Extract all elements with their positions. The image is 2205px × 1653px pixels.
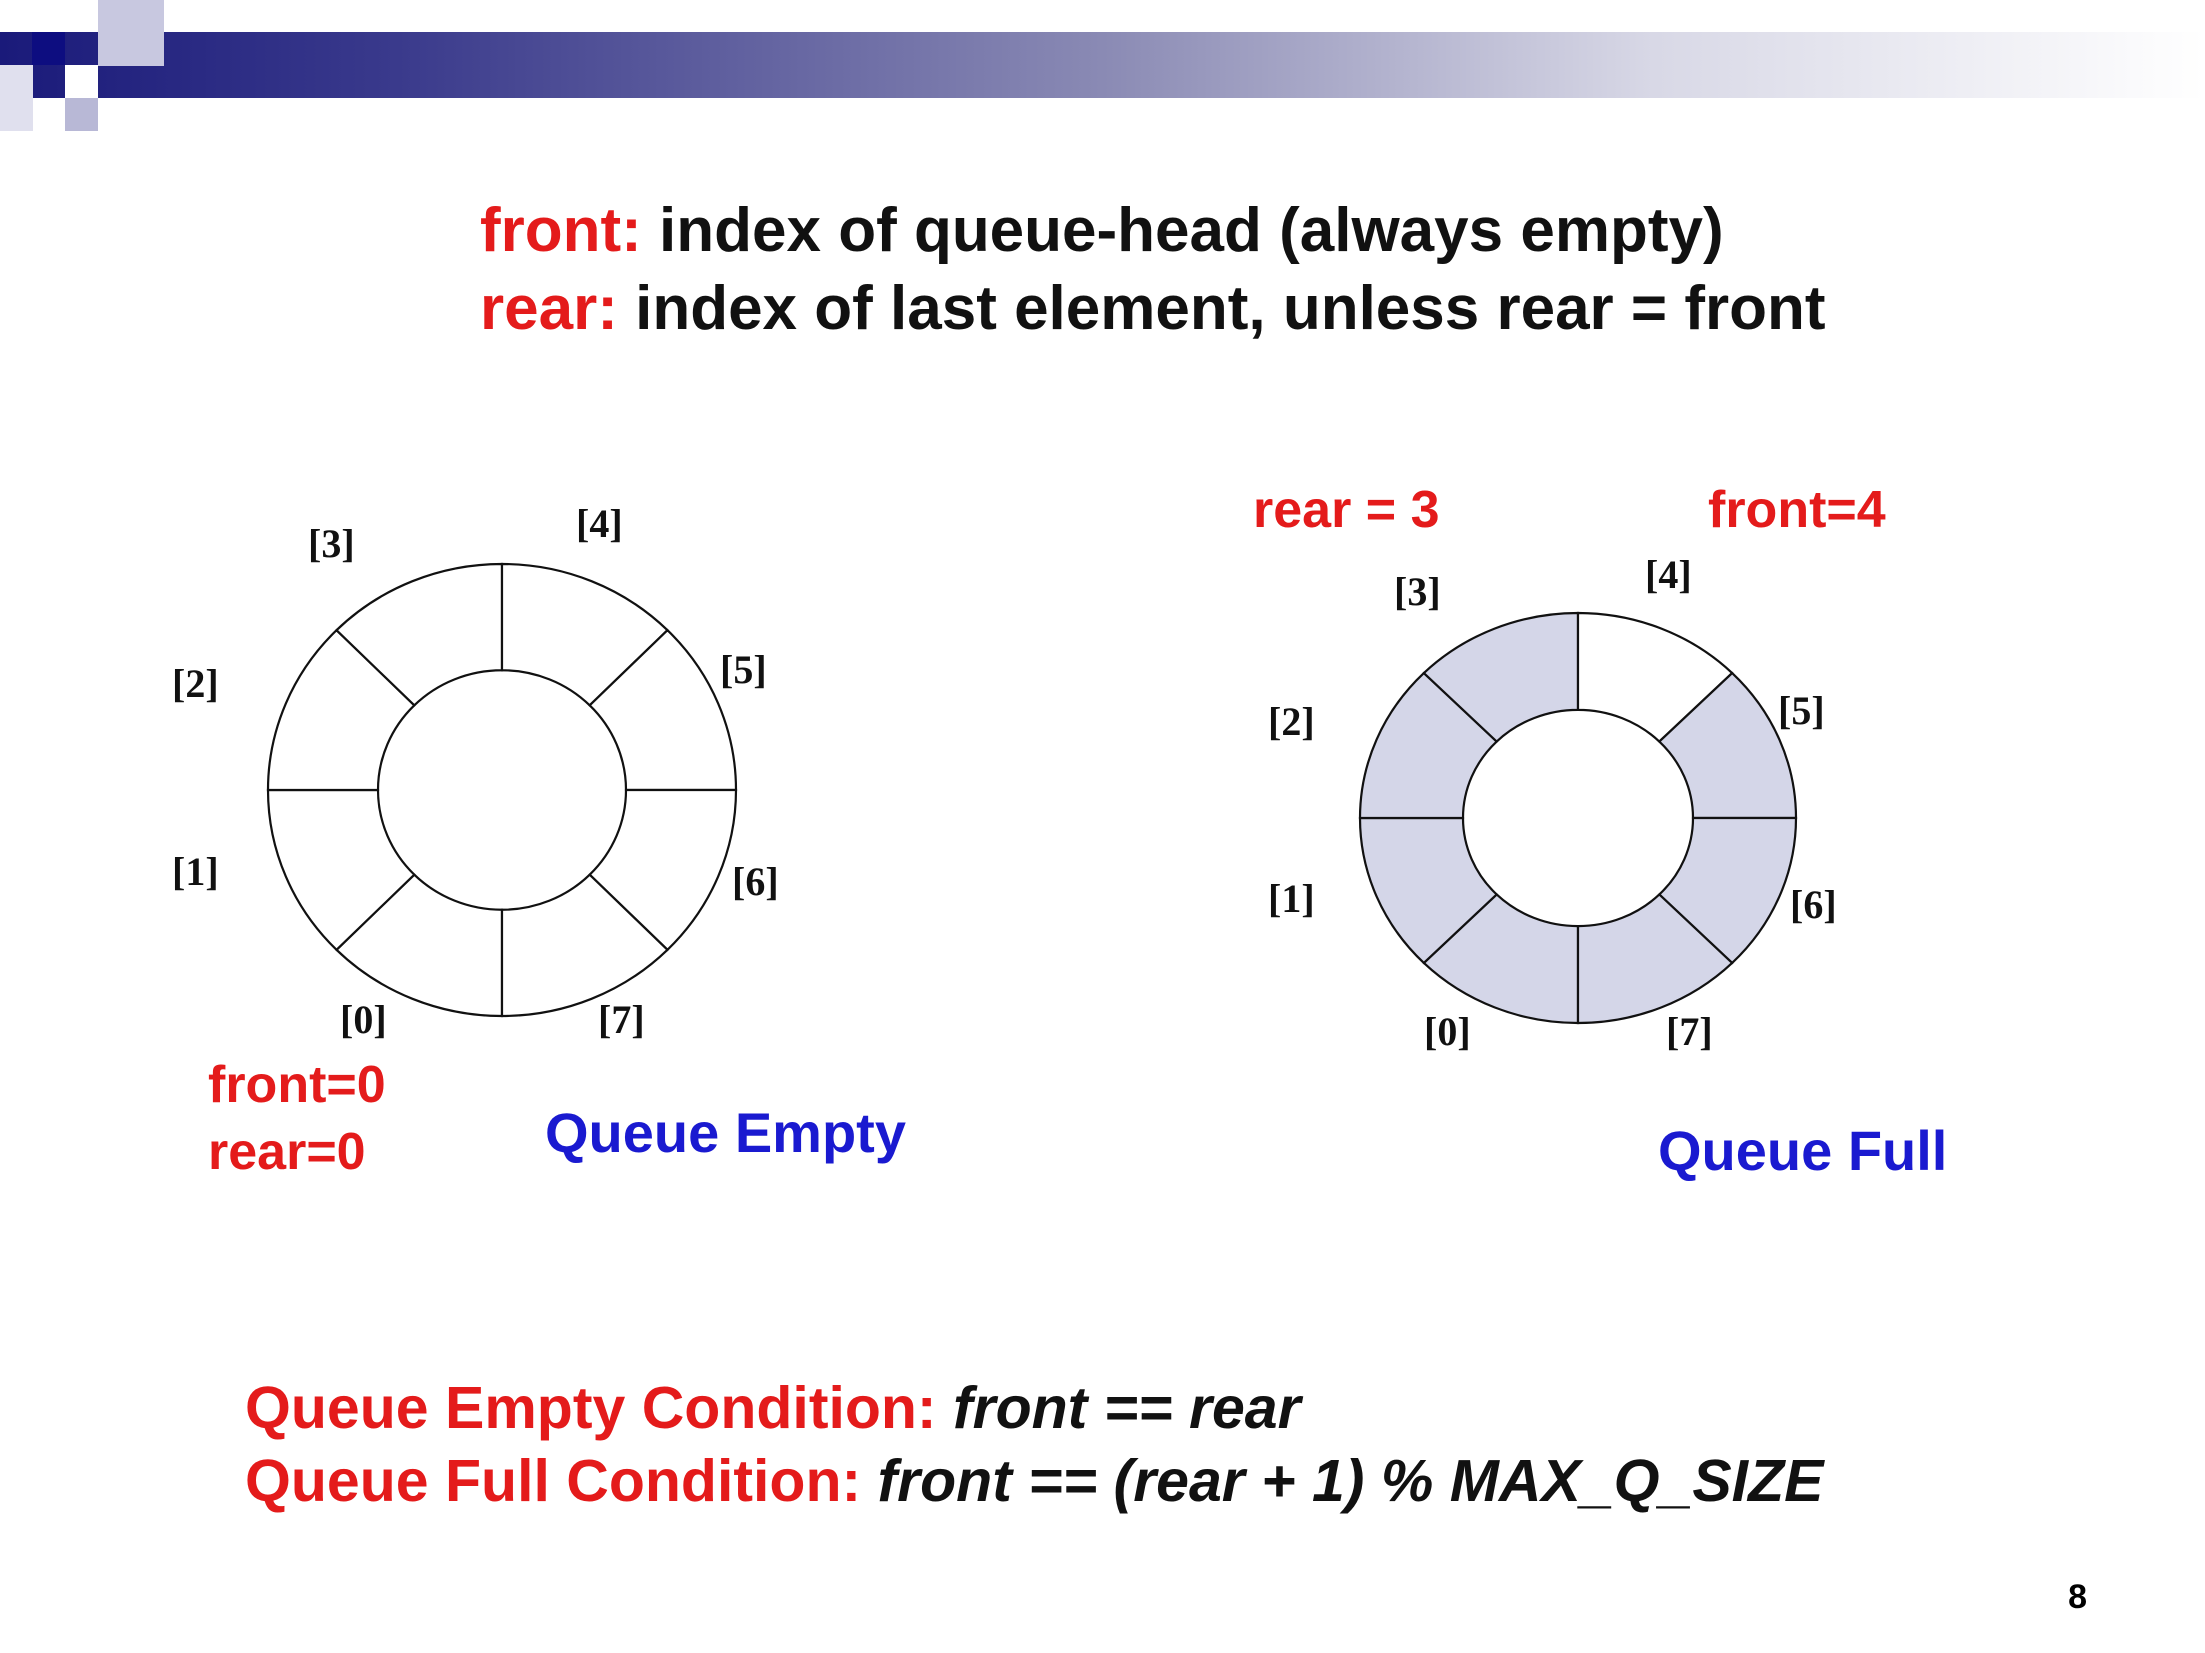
full-condition-label: Queue Full Condition:	[245, 1448, 878, 1514]
full-queue-cell-4	[1578, 613, 1732, 742]
full-front-value: front=4	[1708, 481, 1886, 539]
empty-index-6: [6]	[732, 859, 779, 904]
empty-index-2: [2]	[172, 661, 219, 706]
empty-queue-cell-1	[268, 790, 414, 950]
rear-definition-label: rear:	[480, 274, 618, 343]
full-queue-cell-3	[1424, 613, 1578, 742]
empty-index-7: [7]	[598, 997, 645, 1042]
full-index-7: [7]	[1666, 1009, 1713, 1054]
empty-index-1: [1]	[172, 849, 219, 894]
full-queue-cell-7	[1578, 894, 1732, 1023]
logo-square-light-2	[0, 65, 33, 131]
full-condition-expression: front == (rear + 1) % MAX_Q_SIZE	[877, 1448, 1824, 1514]
full-condition: Queue Full Condition: front == (rear + 1…	[245, 1447, 1823, 1515]
empty-condition-label: Queue Empty Condition:	[245, 1375, 953, 1441]
empty-condition: Queue Empty Condition: front == rear	[245, 1374, 1301, 1442]
empty-index-3: [3]	[308, 521, 355, 566]
empty-index-0: [0]	[340, 997, 387, 1042]
empty-queue-cell-5	[590, 630, 736, 790]
slide-number: 8	[2068, 1578, 2087, 1616]
full-queue-cell-5	[1659, 673, 1796, 818]
full-queue-cell-6	[1659, 818, 1796, 963]
logo-square-light-1	[98, 0, 164, 66]
full-index-5: [5]	[1778, 688, 1825, 733]
empty-index-4: [4]	[576, 501, 623, 546]
full-index-6: [6]	[1790, 882, 1837, 927]
logo-square-light-3	[65, 98, 98, 131]
empty-queue-cell-7	[502, 875, 667, 1016]
full-queue-cell-1	[1360, 818, 1497, 963]
empty-queue-ring	[268, 564, 736, 1016]
full-index-3: [3]	[1394, 569, 1441, 614]
header-gradient-bar	[0, 32, 2205, 98]
full-index-4: [4]	[1645, 552, 1692, 597]
logo-square-light-4	[65, 65, 98, 98]
rear-definition-text: index of last element, unless rear = fro…	[617, 274, 1826, 343]
full-index-0: [0]	[1424, 1009, 1471, 1054]
full-rear-value: rear = 3	[1253, 481, 1440, 539]
full-queue-ring	[1360, 613, 1796, 1023]
logo-square-navy	[32, 32, 65, 65]
full-queue-cell-2	[1360, 673, 1497, 818]
front-definition-label: front:	[480, 196, 642, 265]
queue-full-caption: Queue Full	[1658, 1119, 1948, 1182]
full-index-2: [2]	[1268, 699, 1315, 744]
empty-queue-cell-3	[337, 564, 502, 705]
front-definition-text: index of queue-head (always empty)	[641, 196, 1724, 265]
front-definition: front: index of queue-head (always empty…	[480, 195, 1724, 266]
empty-index-5: [5]	[720, 647, 767, 692]
full-index-1: [1]	[1268, 876, 1315, 921]
empty-front-value: front=0	[208, 1056, 386, 1114]
empty-rear-value: rear=0	[208, 1123, 366, 1181]
queue-empty-caption: Queue Empty	[545, 1101, 906, 1164]
rear-definition: rear: index of last element, unless rear…	[480, 273, 1826, 344]
empty-condition-expression: front == rear	[952, 1375, 1301, 1441]
